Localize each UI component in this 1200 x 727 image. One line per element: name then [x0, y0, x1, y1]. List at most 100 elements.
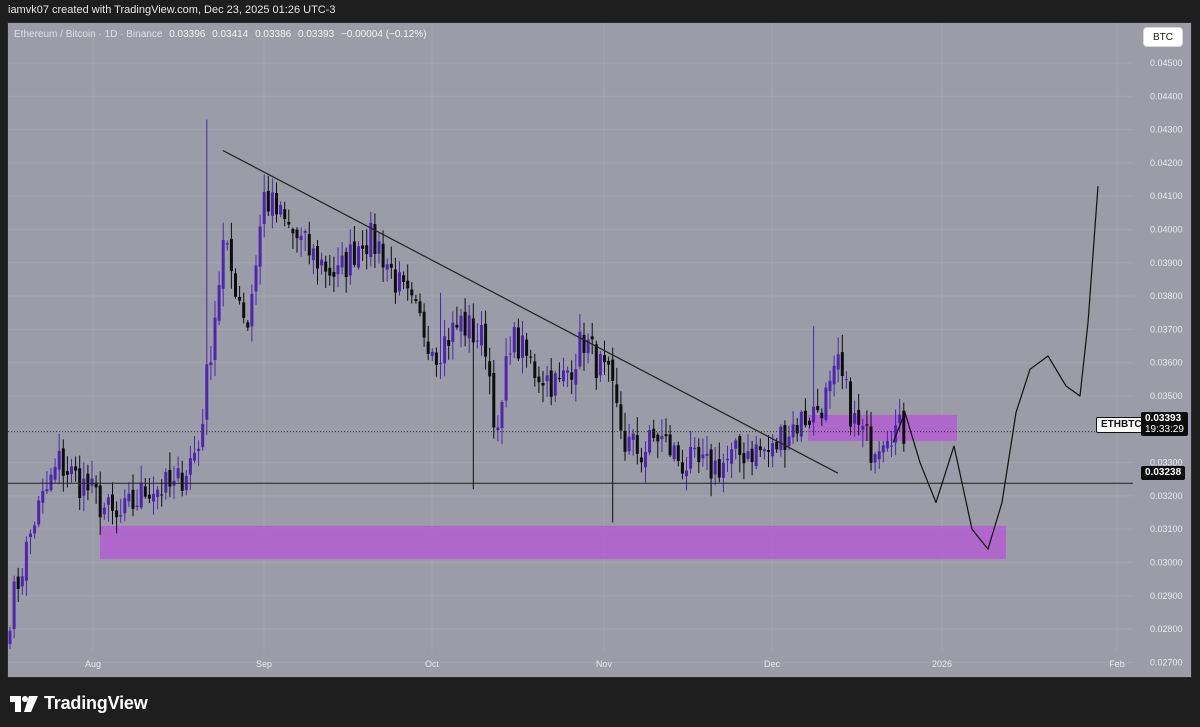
candle [627, 424, 631, 455]
candle [340, 242, 344, 275]
candle-body [484, 323, 488, 357]
candle-body [902, 410, 906, 444]
candle [111, 482, 114, 525]
candle [849, 377, 852, 436]
candle [188, 445, 192, 490]
candle [74, 456, 78, 482]
candle-body [303, 231, 307, 233]
candle-body [537, 376, 541, 383]
candle [307, 221, 311, 265]
candle-body [234, 273, 237, 297]
candle-body [283, 209, 287, 219]
candle [229, 222, 233, 289]
candle-body [689, 446, 693, 469]
price-tick-label: 0.03500 [1150, 391, 1183, 401]
candle [160, 479, 164, 507]
candle-body [828, 380, 832, 392]
candle [713, 447, 717, 486]
legend-high: 0.03414 [212, 29, 249, 40]
candle-body [840, 352, 844, 377]
candle-body [61, 448, 65, 476]
candle [566, 366, 570, 387]
candle-body [894, 425, 898, 443]
candle [53, 458, 57, 483]
zone-lower [100, 525, 1006, 560]
candle [451, 311, 455, 360]
candle [726, 445, 729, 473]
candle [697, 438, 701, 473]
candle-body [861, 426, 865, 430]
candle-body [37, 500, 41, 525]
candle-body [467, 315, 471, 339]
candle-body [844, 379, 848, 381]
tradingview-logo-icon [10, 695, 38, 712]
candle-body [45, 489, 49, 492]
candle-body [562, 370, 565, 382]
candle [734, 438, 738, 460]
candle [873, 452, 877, 474]
candle [365, 229, 369, 270]
candle-body [57, 450, 61, 470]
candle-body [701, 454, 705, 459]
currency-button[interactable]: BTC [1143, 27, 1183, 47]
candle-body [287, 221, 291, 225]
candle-body [414, 299, 418, 302]
candle [164, 468, 168, 500]
candle-body [238, 296, 242, 301]
candle-body [168, 469, 172, 487]
candle [771, 434, 775, 468]
time-tick-label: Sep [256, 659, 272, 669]
candle [205, 119, 209, 436]
candle [676, 441, 680, 467]
candle [152, 476, 155, 515]
chart-area[interactable]: 0.04500 0.04400 0.04300 0.04200 0.04100 0.040… [7, 22, 1192, 678]
candle [844, 371, 848, 389]
time-tick-label: 2026 [932, 659, 952, 669]
candle [750, 440, 754, 476]
candle [234, 268, 237, 299]
candle-body [176, 468, 180, 479]
candle-body [340, 255, 344, 268]
candle-body [857, 409, 861, 425]
candle [135, 489, 139, 511]
candle-body [307, 234, 311, 256]
candle [512, 321, 516, 359]
candle-body [721, 462, 725, 478]
candle-body [717, 459, 721, 478]
candle [147, 478, 151, 504]
candle-body [709, 449, 713, 479]
candle-body [783, 425, 787, 450]
candle [217, 271, 221, 325]
candle [480, 311, 483, 356]
candle-body [381, 243, 385, 268]
candle [894, 409, 898, 456]
candle [254, 255, 258, 305]
candle [45, 471, 49, 495]
candle-body [611, 359, 615, 381]
candle-body [217, 285, 221, 321]
legend-change: −0.00004 (−0.12%) [340, 29, 427, 40]
candle [902, 402, 906, 452]
candle-body [180, 472, 184, 491]
tradingview-logo[interactable]: TradingView [10, 693, 148, 714]
candle-body [332, 271, 336, 277]
candle [381, 230, 385, 282]
candle-body [201, 423, 205, 448]
candle [287, 209, 291, 229]
candle [316, 240, 319, 285]
candle-body [488, 361, 492, 377]
candle-body [713, 460, 717, 475]
price-tick-label: 0.03600 [1150, 358, 1183, 368]
candle [82, 462, 86, 512]
chart-canvas[interactable]: 0.04500 0.04400 0.04300 0.04200 0.04100 0.040… [8, 23, 1192, 678]
candle-body [697, 446, 701, 463]
candle-body [566, 370, 570, 373]
candle-body [607, 360, 611, 365]
candle [877, 441, 881, 470]
candle-body [512, 326, 516, 353]
price-tick-label: 0.03300 [1150, 458, 1183, 468]
candle [414, 294, 418, 304]
last-price-tag: 0.03393 19:33:29 [1141, 412, 1188, 436]
price-tick-label: 0.03000 [1150, 557, 1183, 567]
candle [762, 447, 766, 460]
